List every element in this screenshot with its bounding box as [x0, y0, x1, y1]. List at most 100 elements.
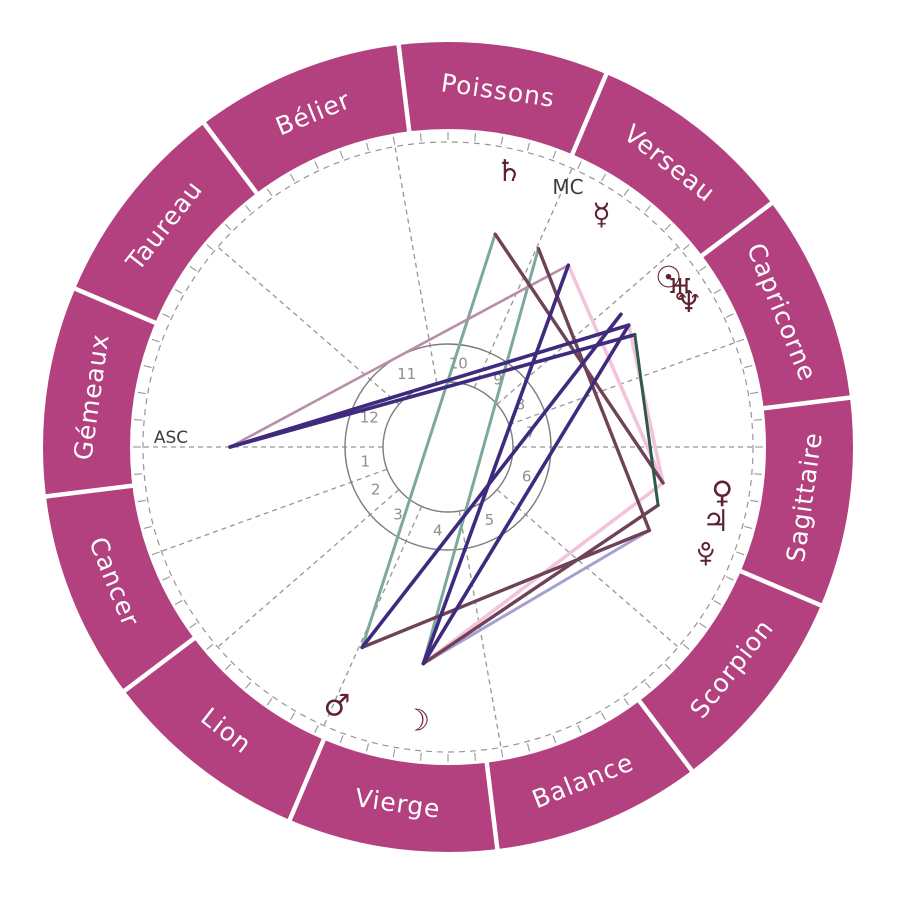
degree-tick	[474, 752, 477, 761]
degree-tick	[526, 743, 531, 752]
pluto-crescent	[697, 548, 714, 558]
degree-tick	[143, 364, 152, 369]
degree-tick	[419, 752, 422, 761]
degree-tick	[577, 725, 582, 733]
house-number-6: 6	[522, 467, 532, 485]
aspect-mercury-moon-line	[421, 263, 571, 666]
degree-tick	[151, 551, 160, 556]
aspect-mars-pluto-line	[360, 528, 652, 650]
aspect-neptune-jupiter-line	[633, 333, 660, 507]
degree-tick	[290, 712, 295, 721]
degree-tick	[339, 735, 344, 744]
planet-mars-glyph: ♂	[323, 689, 350, 724]
degree-tick	[644, 681, 651, 689]
house-cusp-9	[496, 246, 679, 405]
degree-tick	[577, 161, 582, 169]
degree-tick	[753, 418, 762, 421]
degree-dashed-circle	[142, 141, 754, 753]
aspect-lines	[228, 232, 665, 666]
house-number-11: 11	[397, 365, 416, 383]
aspect-sun-mars-line	[360, 312, 623, 650]
sign-divider	[287, 737, 327, 822]
house-cusp-11	[394, 146, 438, 384]
degree-tick	[224, 223, 232, 231]
degree-tick	[753, 473, 762, 476]
degree-tick	[644, 205, 651, 213]
house-number-4: 4	[433, 521, 443, 539]
degree-tick	[500, 749, 504, 758]
degree-tick	[682, 244, 690, 251]
aspect-asc-neptune-line	[228, 332, 637, 449]
degree-tick	[699, 265, 707, 272]
aspect-asc-mercury-line	[228, 263, 570, 449]
house-number-1: 1	[361, 453, 371, 471]
sign-divider	[396, 43, 412, 133]
mc-label: MC	[552, 175, 583, 199]
degree-tick	[266, 188, 273, 196]
planet-glyphs: ☉ ☽ ☿ ♀ ♂ ♃ ♄ ♅♆	[323, 154, 733, 739]
degree-tick	[174, 600, 183, 605]
sign-divider	[484, 761, 500, 851]
degree-tick	[206, 244, 214, 251]
aspect-moon-pluto-line	[421, 528, 651, 666]
degree-tick	[134, 418, 143, 421]
degree-tick	[189, 622, 197, 629]
degree-tick	[526, 142, 531, 151]
degree-tick	[245, 205, 252, 213]
degree-tick	[162, 313, 170, 318]
degree-tick	[699, 622, 707, 629]
sign-divider	[73, 286, 158, 326]
degree-tick	[392, 136, 396, 145]
degree-tick	[500, 136, 504, 145]
degree-tick	[174, 289, 183, 294]
degree-tick	[744, 364, 753, 369]
degree-tick	[623, 188, 630, 196]
degree-tick	[134, 473, 143, 476]
degree-tick	[601, 712, 606, 721]
aspect-uranus-moon-line	[421, 323, 631, 666]
degree-tick	[552, 735, 557, 744]
zodiac-ring: PoissonsBélierTaureauGémeauxCancerLionVi…	[43, 42, 853, 852]
degree-tick	[339, 150, 344, 159]
degree-tick	[601, 173, 606, 182]
sign-divider	[201, 121, 260, 196]
degree-tick	[137, 499, 146, 503]
degree-tick	[552, 150, 557, 159]
planet-sun-glyph: ☉	[655, 260, 682, 295]
degree-tick	[474, 133, 477, 142]
degree-tick	[750, 391, 759, 395]
house-outer-circle	[344, 343, 552, 551]
degree-tick	[290, 173, 295, 182]
aspect-uranus-venus-line	[626, 323, 665, 485]
zodiac-ring-band	[43, 42, 853, 852]
degree-tick	[664, 223, 672, 231]
degree-tick	[713, 289, 722, 294]
aspect-saturn-venus-line	[493, 232, 665, 485]
degree-tick	[245, 681, 252, 689]
house-cusp-12	[217, 246, 400, 405]
planet-saturn-glyph: ♄	[496, 154, 523, 189]
degree-tick	[682, 643, 690, 650]
degree-tick	[224, 663, 232, 671]
degree-tick	[744, 525, 753, 530]
degree-tick	[419, 133, 422, 142]
degree-tick	[137, 391, 146, 395]
degree-tick	[266, 698, 273, 706]
sign-divider	[762, 395, 852, 411]
pluto-orb	[701, 541, 711, 551]
sign-divider	[699, 200, 774, 259]
degree-tick	[392, 749, 396, 758]
house-cusp-2	[161, 468, 388, 552]
house-number-8: 8	[516, 395, 526, 413]
planet-mercury-glyph: ☿	[592, 198, 610, 233]
planet-moon-glyph: ☽	[403, 704, 430, 739]
house-number-2: 2	[371, 481, 381, 499]
degree-tick	[143, 525, 152, 530]
degree-tick	[314, 725, 319, 733]
degree-tick	[726, 313, 734, 318]
aspect-saturn-mars-line	[360, 232, 497, 649]
degree-tick	[726, 576, 734, 581]
sign-divider	[122, 635, 197, 694]
sign-divider	[569, 72, 609, 157]
